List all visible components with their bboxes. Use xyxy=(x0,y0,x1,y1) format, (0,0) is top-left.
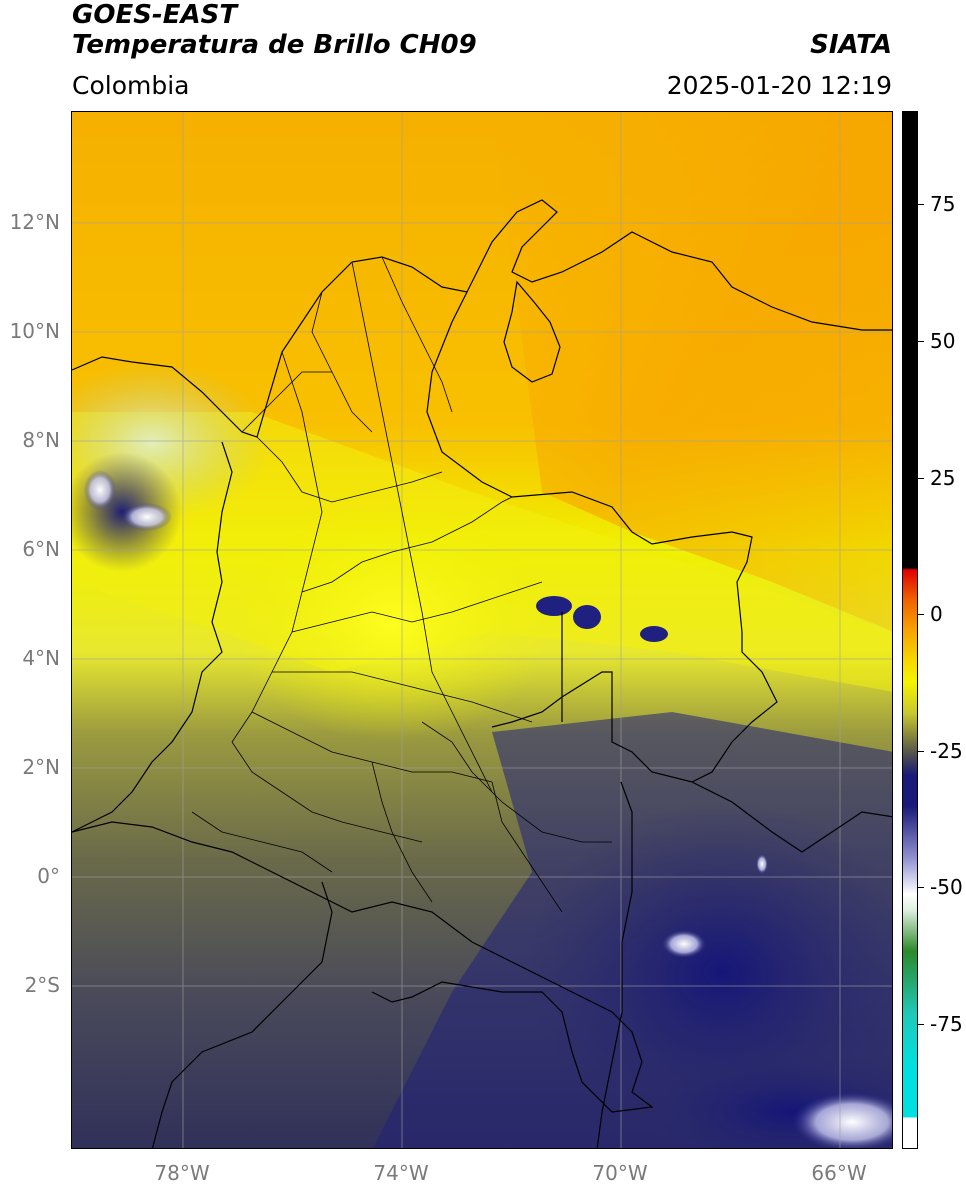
colorbar-label-neg25: -25 xyxy=(930,739,963,763)
lat-label-8n: 8°N xyxy=(22,428,60,452)
lat-label-2n: 2°N xyxy=(22,755,60,779)
colorbar-gradient xyxy=(903,112,917,1148)
lat-label-0: 0° xyxy=(37,864,60,888)
colorbar-label-0: 0 xyxy=(930,602,943,626)
title-satellite: GOES-EAST xyxy=(72,0,238,30)
colorbar xyxy=(902,111,918,1149)
lon-label-74w: 74°W xyxy=(373,1161,429,1185)
lon-label-78w: 78°W xyxy=(154,1161,210,1185)
lat-label-4n: 4°N xyxy=(22,646,60,670)
colorbar-label-75: 75 xyxy=(930,192,956,216)
lat-label-10n: 10°N xyxy=(9,319,60,343)
title-product: Temperatura de Brillo CH09 xyxy=(72,30,477,60)
colorbar-label-25: 25 xyxy=(930,466,956,490)
region-label: Colombia xyxy=(72,71,190,100)
lat-label-2s: 2°S xyxy=(24,973,60,997)
datetime-label: 2025-01-20 12:19 xyxy=(666,71,892,100)
satellite-map[interactable] xyxy=(71,111,893,1149)
colorbar-label-50: 50 xyxy=(930,329,956,353)
colorbar-tick-mark xyxy=(918,341,924,342)
colorbar-tick-mark xyxy=(918,614,924,615)
colorbar-tick-mark xyxy=(918,204,924,205)
lon-label-66w: 66°W xyxy=(811,1161,867,1185)
brand-label: SIATA xyxy=(810,30,892,60)
colorbar-label-neg75: -75 xyxy=(930,1012,963,1036)
colorbar-tick-mark xyxy=(918,1024,924,1025)
map-svg xyxy=(72,112,892,1148)
colorbar-tick-mark xyxy=(918,751,924,752)
lat-label-6n: 6°N xyxy=(22,537,60,561)
colorbar-tick-mark xyxy=(918,887,924,888)
lon-label-70w: 70°W xyxy=(592,1161,648,1185)
colorbar-label-neg50: -50 xyxy=(930,875,963,899)
colorbar-tick-mark xyxy=(918,478,924,479)
lat-label-12n: 12°N xyxy=(9,210,60,234)
